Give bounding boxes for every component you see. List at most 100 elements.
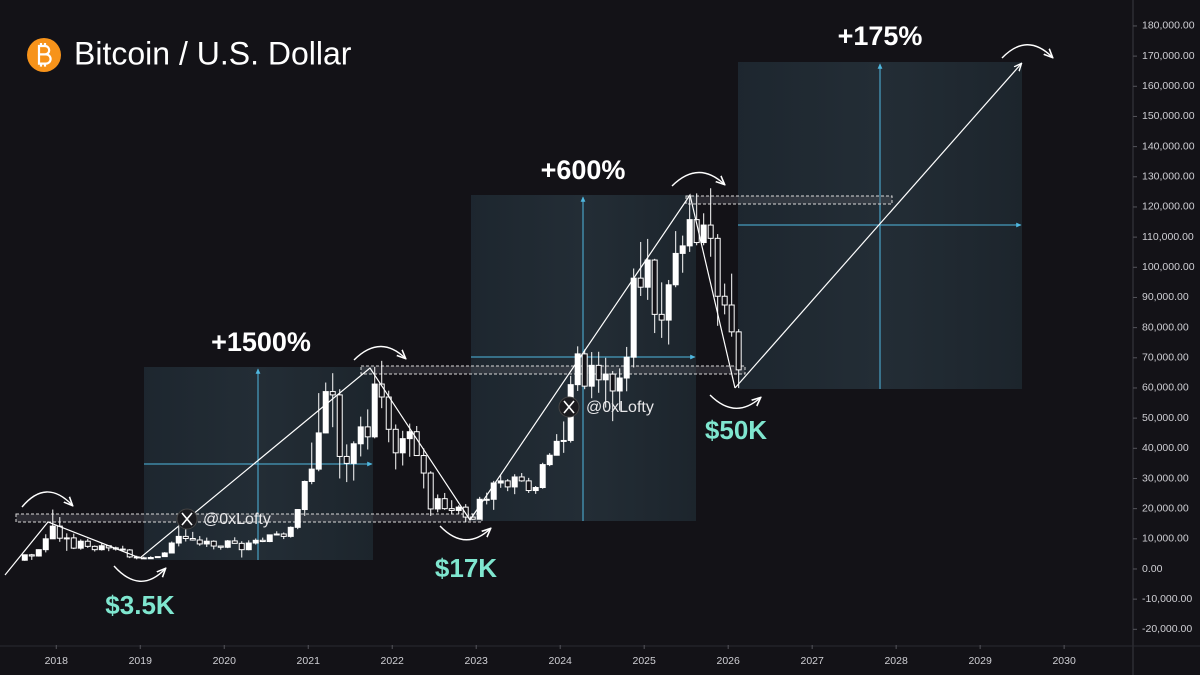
- gain-label: +1500%: [211, 327, 311, 357]
- x-logo-mark: [181, 512, 193, 526]
- candle-body: [574, 353, 581, 386]
- candle-body: [203, 540, 210, 545]
- y-tick-label: 100,000.00: [1142, 261, 1195, 273]
- candle-body: [693, 219, 700, 244]
- candle-body: [63, 537, 70, 540]
- level-zone: [685, 195, 893, 205]
- peak-arrow: [353, 345, 405, 361]
- candle-body: [350, 443, 357, 464]
- candle-body: [686, 219, 693, 247]
- candle-body: [700, 224, 707, 244]
- y-tick-label: 110,000.00: [1142, 231, 1194, 243]
- candle-body: [154, 556, 161, 559]
- candle-body: [371, 383, 378, 438]
- candle-body: [287, 526, 294, 537]
- y-tick-label: 140,000.00: [1142, 140, 1195, 152]
- candle-body: [175, 535, 182, 544]
- projection-line: [734, 64, 1021, 389]
- candle-body: [238, 542, 245, 551]
- candle-body: [399, 438, 406, 454]
- candle-body: [609, 373, 616, 392]
- y-tick-label: 170,000.00: [1142, 50, 1195, 62]
- overlay: +1500% +600% +175% $3.5K $17K $50K @0xLo…: [4, 21, 1052, 620]
- candle-body: [420, 455, 427, 474]
- candle-body: [497, 480, 504, 484]
- x-tick-label: 2026: [716, 655, 740, 667]
- gain-label: +600%: [541, 155, 626, 185]
- candle-body: [707, 224, 714, 239]
- watermark-text: @0xLofty: [203, 511, 271, 528]
- level-zone: [360, 365, 746, 375]
- candle-body: [322, 391, 329, 434]
- y-tick-label: 180,000.00: [1142, 20, 1195, 32]
- candle-body: [259, 539, 266, 543]
- candle-body: [623, 356, 630, 379]
- candle-body: [644, 259, 651, 288]
- candle-body: [630, 277, 637, 358]
- candle-body: [721, 295, 728, 306]
- candle-body: [266, 534, 273, 543]
- y-tick-label: 60,000.00: [1142, 382, 1189, 394]
- candle-body: [336, 394, 343, 457]
- peak-arrow: [21, 491, 72, 508]
- candle-body: [525, 480, 532, 492]
- candle-body: [595, 364, 602, 381]
- candle-body: [406, 431, 413, 440]
- chart-title: Bitcoin / U.S. Dollar: [74, 35, 352, 71]
- candle-body: [329, 391, 336, 396]
- x-tick-label: 2022: [381, 655, 405, 667]
- candle-body: [168, 542, 175, 554]
- candle-body: [539, 464, 546, 489]
- y-tick-label: -20,000.00: [1142, 623, 1192, 635]
- y-tick-label: 30,000.00: [1142, 472, 1189, 484]
- y-tick-label: 150,000.00: [1142, 110, 1195, 122]
- y-tick-label: 160,000.00: [1142, 80, 1195, 92]
- candle-body: [504, 480, 511, 488]
- candle-body: [553, 440, 560, 456]
- candle-body: [364, 426, 371, 438]
- candle-body: [392, 428, 399, 454]
- candle-body: [224, 540, 231, 548]
- candle-body: [343, 455, 350, 464]
- candle-body: [315, 432, 322, 470]
- candle-body: [308, 468, 315, 482]
- candle-body: [427, 472, 434, 510]
- candle-body: [581, 353, 588, 387]
- candle-body: [294, 509, 301, 528]
- candle-body: [532, 487, 539, 492]
- y-tick-label: 130,000.00: [1142, 171, 1195, 183]
- candle-body: [147, 557, 154, 560]
- trend-path: [4, 193, 736, 576]
- x-logo-mark: [563, 400, 575, 414]
- candle-body: [245, 542, 252, 551]
- gain-label: +175%: [838, 21, 923, 51]
- low-label: $3.5K: [105, 590, 175, 620]
- candle-body: [455, 506, 462, 511]
- peak-arrow: [671, 171, 724, 187]
- candle-body: [357, 426, 364, 445]
- candle-body: [42, 538, 49, 551]
- x-tick-label: 2028: [884, 655, 908, 667]
- candle-body: [462, 506, 469, 518]
- candle-body: [735, 331, 742, 371]
- x-tick-label: 2025: [633, 655, 657, 667]
- candle-body: [182, 535, 189, 540]
- candle-body: [448, 508, 455, 511]
- candle-body: [714, 237, 721, 297]
- low-arrow: [709, 394, 760, 409]
- low-label: $50K: [705, 415, 767, 445]
- y-tick-label: 20,000.00: [1142, 502, 1189, 514]
- candle-body: [602, 373, 609, 381]
- y-tick-label: 80,000.00: [1142, 321, 1189, 333]
- candle-body: [490, 482, 497, 500]
- candle-body: [546, 454, 553, 466]
- watermark: @0xLofty @0xLofty: [176, 396, 654, 530]
- candle-body: [161, 552, 168, 558]
- candle-body: [679, 245, 686, 254]
- x-tick-label: 2027: [800, 655, 824, 667]
- candle-body: [28, 554, 35, 557]
- title-block: Bitcoin / U.S. Dollar: [27, 35, 352, 72]
- candle-body: [434, 498, 441, 510]
- peak-arrow: [1001, 44, 1052, 58]
